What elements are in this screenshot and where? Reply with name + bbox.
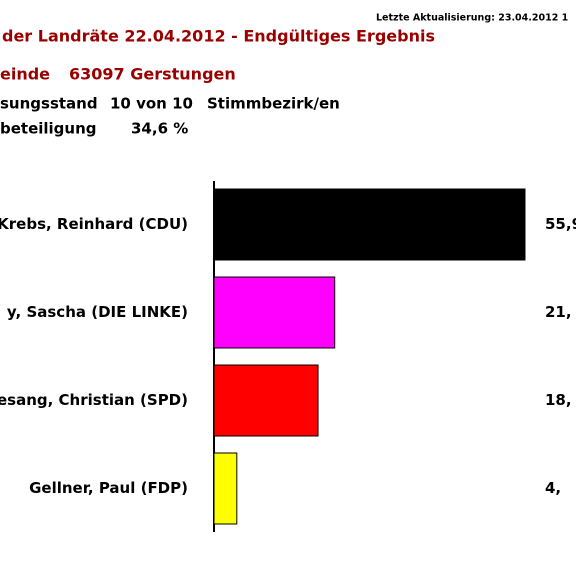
bar	[213, 452, 238, 525]
count-value: 10 von 10	[110, 95, 193, 113]
value-label: 21,	[545, 303, 572, 321]
bar	[213, 364, 319, 437]
candidate-label: Gellner, Paul (FDP)	[29, 479, 188, 497]
municipality-label: einde	[0, 65, 50, 84]
candidate-label: y, Sascha (DIE LINKE)	[7, 303, 188, 321]
update: Letzte Aktualisierung: 23.04.2012 1	[376, 13, 568, 24]
value-label: 55,9	[545, 215, 576, 233]
title: der Landräte 22.04.2012 - Endgültiges Er…	[2, 27, 435, 46]
value-label: 4,	[545, 479, 561, 497]
municipality: 63097 Gerstungen	[69, 65, 236, 84]
candidate-label: esang, Christian (SPD)	[0, 391, 188, 409]
turnout-label: beteiligung	[0, 120, 97, 138]
value-label: 18,	[545, 391, 572, 409]
bar	[213, 188, 526, 261]
count-unit: Stimmbezirk/en	[207, 95, 340, 113]
bar	[213, 276, 336, 349]
candidate-label: Krebs, Reinhard (CDU)	[0, 215, 188, 233]
turnout-value: 34,6 %	[131, 120, 188, 138]
count-label: sungsstand	[0, 95, 98, 113]
